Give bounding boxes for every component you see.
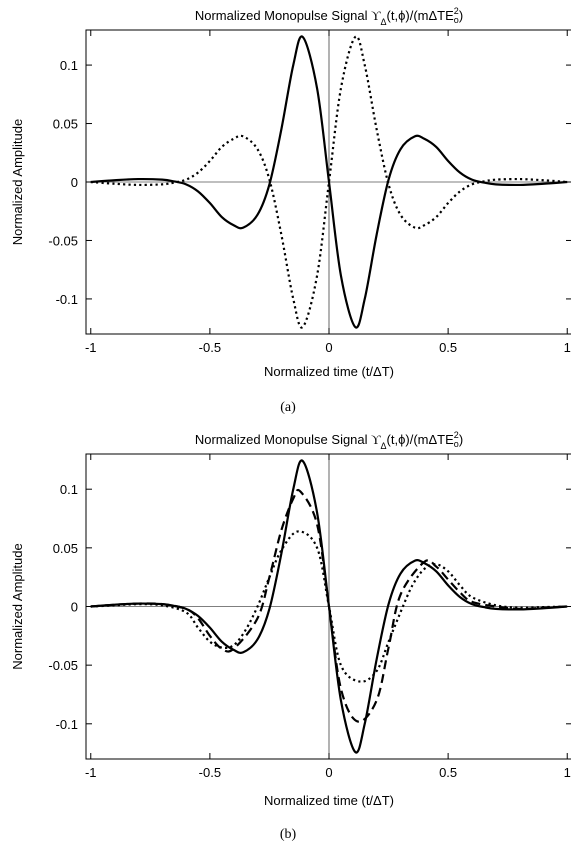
title-power: 2 bbox=[454, 430, 459, 440]
title-sub: o bbox=[454, 15, 459, 25]
x-tick-label: 0.5 bbox=[439, 765, 457, 780]
title-upsilon: ϒ bbox=[371, 8, 381, 23]
series-line-solid bbox=[90, 35, 568, 329]
y-tick-label: -0.05 bbox=[48, 233, 78, 248]
x-axis-label: Normalized time (t/ΔT) bbox=[264, 793, 394, 808]
y-tick-label: 0.1 bbox=[60, 58, 78, 73]
title-sub: o bbox=[454, 439, 459, 449]
x-tick-label: 0 bbox=[325, 340, 332, 355]
series-line-dashed bbox=[90, 488, 568, 723]
title-power: 2 bbox=[454, 6, 459, 16]
chart-title: Normalized Monopulse Signal ϒΔ(t,ϕ)/(mΔT… bbox=[195, 6, 463, 27]
chart-panel-a: Normalized Monopulse Signal ϒΔ(t,ϕ)/(mΔT… bbox=[10, 6, 571, 415]
panel-label: (b) bbox=[280, 827, 297, 842]
panel-label: (a) bbox=[280, 400, 296, 415]
title-close: ) bbox=[459, 8, 463, 23]
y-tick-label: 0 bbox=[71, 600, 78, 615]
x-tick-label: -0.5 bbox=[199, 765, 221, 780]
y-tick-label: 0 bbox=[71, 175, 78, 190]
x-tick-label: 0 bbox=[325, 765, 332, 780]
x-tick-label: 1 bbox=[564, 765, 571, 780]
chart-title: Normalized Monopulse Signal ϒΔ(t,ϕ)/(mΔT… bbox=[195, 430, 463, 451]
x-tick-label: 1 bbox=[564, 340, 571, 355]
x-tick-label: -1 bbox=[85, 340, 97, 355]
x-tick-label: -0.5 bbox=[199, 340, 221, 355]
chart-panel-b: Normalized Monopulse Signal ϒΔ(t,ϕ)/(mΔT… bbox=[10, 430, 571, 842]
title-upsilon: ϒ bbox=[371, 432, 381, 447]
title-args: (t,ϕ)/(mΔTE bbox=[387, 432, 455, 447]
x-axis-label: Normalized time (t/ΔT) bbox=[264, 364, 394, 379]
title-upsilon-sub: Δ bbox=[381, 441, 387, 451]
y-tick-label: -0.05 bbox=[48, 658, 78, 673]
y-axis-label: Normalized Amplitude bbox=[10, 119, 25, 245]
y-tick-label: 0.05 bbox=[53, 541, 78, 556]
y-tick-label: 0.1 bbox=[60, 482, 78, 497]
title-close: ) bbox=[459, 432, 463, 447]
title-upsilon-sub: Δ bbox=[381, 17, 387, 27]
y-axis-label: Normalized Amplitude bbox=[10, 543, 25, 669]
y-tick-label: -0.1 bbox=[56, 717, 78, 732]
title-prefix: Normalized Monopulse Signal bbox=[195, 8, 371, 23]
series-line-dotted bbox=[90, 530, 568, 683]
title-args: (t,ϕ)/(mΔTE bbox=[387, 8, 455, 23]
title-prefix: Normalized Monopulse Signal bbox=[195, 432, 371, 447]
x-tick-label: -1 bbox=[85, 765, 97, 780]
y-tick-label: 0.05 bbox=[53, 117, 78, 132]
x-tick-label: 0.5 bbox=[439, 340, 457, 355]
y-tick-label: -0.1 bbox=[56, 292, 78, 307]
